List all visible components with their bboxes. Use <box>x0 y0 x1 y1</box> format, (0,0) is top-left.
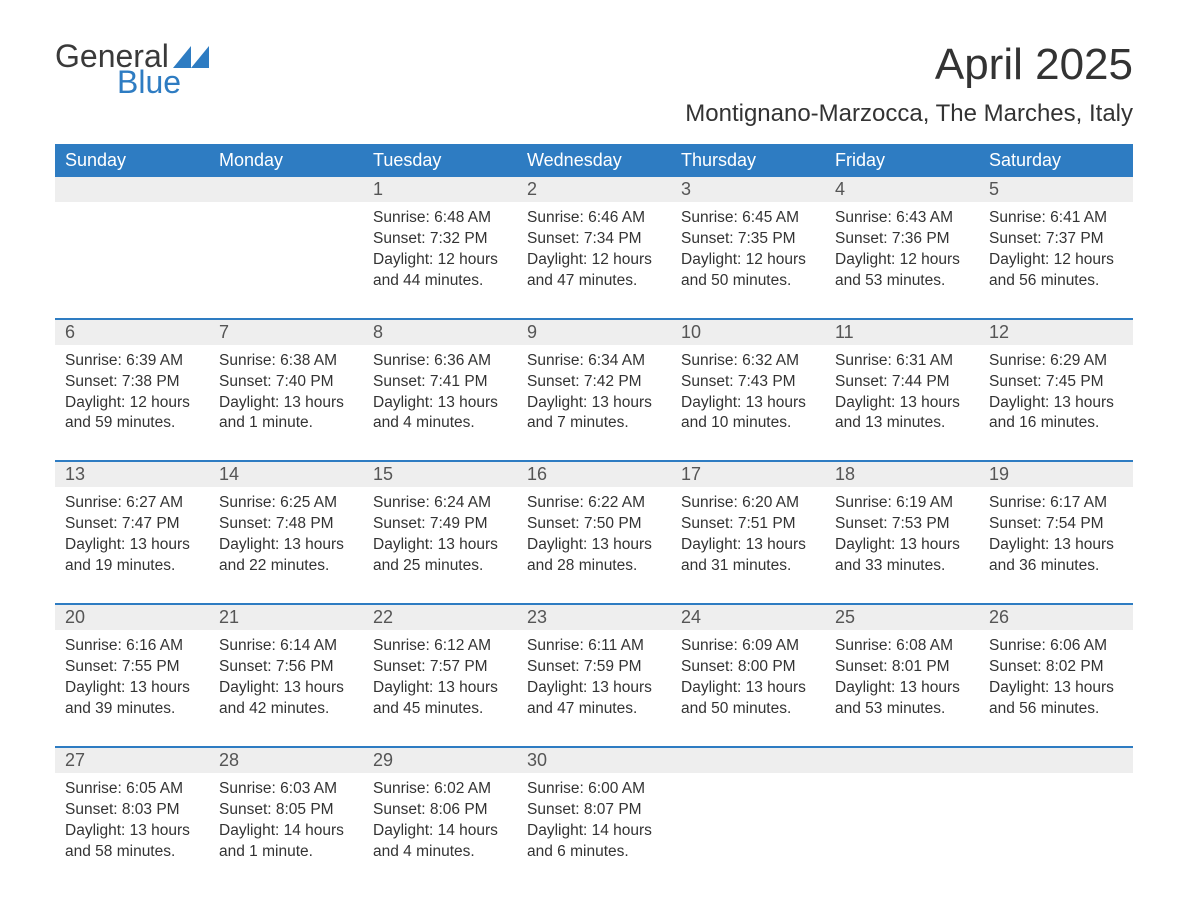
day-number-cell <box>209 177 363 202</box>
day-number-cell <box>671 747 825 773</box>
day-detail-cell: Sunrise: 6:16 AMSunset: 7:55 PMDaylight:… <box>55 630 209 747</box>
day-detail-cell: Sunrise: 6:41 AMSunset: 7:37 PMDaylight:… <box>979 202 1133 319</box>
weekday-header: Sunday <box>55 144 209 177</box>
day-detail-cell: Sunrise: 6:39 AMSunset: 7:38 PMDaylight:… <box>55 345 209 462</box>
day-detail-cell: Sunrise: 6:17 AMSunset: 7:54 PMDaylight:… <box>979 487 1133 604</box>
day-detail-cell: Sunrise: 6:32 AMSunset: 7:43 PMDaylight:… <box>671 345 825 462</box>
day-detail-cell: Sunrise: 6:09 AMSunset: 8:00 PMDaylight:… <box>671 630 825 747</box>
day-number-cell <box>979 747 1133 773</box>
day-number-cell: 24 <box>671 604 825 630</box>
day-detail-cell <box>55 202 209 319</box>
weekday-header: Monday <box>209 144 363 177</box>
day-number-cell: 5 <box>979 177 1133 202</box>
calendar-header: SundayMondayTuesdayWednesdayThursdayFrid… <box>55 144 1133 177</box>
day-detail-cell: Sunrise: 6:12 AMSunset: 7:57 PMDaylight:… <box>363 630 517 747</box>
day-number-cell: 12 <box>979 319 1133 345</box>
day-number-cell: 10 <box>671 319 825 345</box>
logo: General Blue <box>55 40 209 98</box>
day-detail-cell: Sunrise: 6:27 AMSunset: 7:47 PMDaylight:… <box>55 487 209 604</box>
day-detail-cell: Sunrise: 6:08 AMSunset: 8:01 PMDaylight:… <box>825 630 979 747</box>
day-number-row: 20212223242526 <box>55 604 1133 630</box>
day-detail-cell: Sunrise: 6:00 AMSunset: 8:07 PMDaylight:… <box>517 773 671 889</box>
day-detail-cell: Sunrise: 6:14 AMSunset: 7:56 PMDaylight:… <box>209 630 363 747</box>
weekday-header: Tuesday <box>363 144 517 177</box>
day-number-cell: 9 <box>517 319 671 345</box>
day-detail-row: Sunrise: 6:05 AMSunset: 8:03 PMDaylight:… <box>55 773 1133 889</box>
day-detail-cell: Sunrise: 6:48 AMSunset: 7:32 PMDaylight:… <box>363 202 517 319</box>
day-detail-cell: Sunrise: 6:05 AMSunset: 8:03 PMDaylight:… <box>55 773 209 889</box>
day-detail-cell: Sunrise: 6:03 AMSunset: 8:05 PMDaylight:… <box>209 773 363 889</box>
day-detail-cell: Sunrise: 6:20 AMSunset: 7:51 PMDaylight:… <box>671 487 825 604</box>
weekday-header: Wednesday <box>517 144 671 177</box>
logo-word-2: Blue <box>55 66 209 98</box>
day-detail-cell: Sunrise: 6:34 AMSunset: 7:42 PMDaylight:… <box>517 345 671 462</box>
day-number-cell <box>825 747 979 773</box>
day-number-cell: 22 <box>363 604 517 630</box>
day-number-cell: 30 <box>517 747 671 773</box>
weekday-header: Thursday <box>671 144 825 177</box>
day-detail-cell: Sunrise: 6:25 AMSunset: 7:48 PMDaylight:… <box>209 487 363 604</box>
weekday-header: Friday <box>825 144 979 177</box>
day-number-cell: 3 <box>671 177 825 202</box>
day-number-cell: 23 <box>517 604 671 630</box>
day-number-cell: 1 <box>363 177 517 202</box>
day-number-cell: 14 <box>209 461 363 487</box>
day-detail-cell: Sunrise: 6:06 AMSunset: 8:02 PMDaylight:… <box>979 630 1133 747</box>
day-number-cell: 18 <box>825 461 979 487</box>
title-block: April 2025 Montignano-Marzocca, The Marc… <box>685 40 1133 140</box>
day-detail-cell <box>671 773 825 889</box>
location-subtitle: Montignano-Marzocca, The Marches, Italy <box>685 100 1133 128</box>
day-detail-cell: Sunrise: 6:36 AMSunset: 7:41 PMDaylight:… <box>363 345 517 462</box>
day-detail-cell: Sunrise: 6:11 AMSunset: 7:59 PMDaylight:… <box>517 630 671 747</box>
day-detail-cell: Sunrise: 6:19 AMSunset: 7:53 PMDaylight:… <box>825 487 979 604</box>
day-detail-row: Sunrise: 6:27 AMSunset: 7:47 PMDaylight:… <box>55 487 1133 604</box>
day-detail-cell <box>209 202 363 319</box>
day-number-row: 13141516171819 <box>55 461 1133 487</box>
day-detail-cell: Sunrise: 6:24 AMSunset: 7:49 PMDaylight:… <box>363 487 517 604</box>
day-number-cell: 27 <box>55 747 209 773</box>
day-number-cell: 13 <box>55 461 209 487</box>
weekday-header: Saturday <box>979 144 1133 177</box>
day-number-cell: 25 <box>825 604 979 630</box>
day-number-cell: 2 <box>517 177 671 202</box>
day-detail-cell: Sunrise: 6:02 AMSunset: 8:06 PMDaylight:… <box>363 773 517 889</box>
day-number-cell: 28 <box>209 747 363 773</box>
day-number-cell: 19 <box>979 461 1133 487</box>
day-detail-row: Sunrise: 6:39 AMSunset: 7:38 PMDaylight:… <box>55 345 1133 462</box>
day-number-cell: 17 <box>671 461 825 487</box>
day-number-cell: 7 <box>209 319 363 345</box>
page-header: General Blue April 2025 Montignano-Marzo… <box>55 40 1133 140</box>
day-number-cell: 6 <box>55 319 209 345</box>
day-detail-cell: Sunrise: 6:31 AMSunset: 7:44 PMDaylight:… <box>825 345 979 462</box>
day-number-cell <box>55 177 209 202</box>
day-detail-cell: Sunrise: 6:38 AMSunset: 7:40 PMDaylight:… <box>209 345 363 462</box>
day-number-cell: 4 <box>825 177 979 202</box>
day-detail-cell: Sunrise: 6:43 AMSunset: 7:36 PMDaylight:… <box>825 202 979 319</box>
calendar-table: SundayMondayTuesdayWednesdayThursdayFrid… <box>55 144 1133 888</box>
day-number-cell: 15 <box>363 461 517 487</box>
day-number-row: 12345 <box>55 177 1133 202</box>
day-number-row: 27282930 <box>55 747 1133 773</box>
day-detail-row: Sunrise: 6:48 AMSunset: 7:32 PMDaylight:… <box>55 202 1133 319</box>
day-number-cell: 8 <box>363 319 517 345</box>
day-detail-row: Sunrise: 6:16 AMSunset: 7:55 PMDaylight:… <box>55 630 1133 747</box>
month-title: April 2025 <box>685 40 1133 90</box>
day-detail-cell: Sunrise: 6:22 AMSunset: 7:50 PMDaylight:… <box>517 487 671 604</box>
day-detail-cell <box>979 773 1133 889</box>
day-number-row: 6789101112 <box>55 319 1133 345</box>
day-number-cell: 16 <box>517 461 671 487</box>
day-detail-cell: Sunrise: 6:29 AMSunset: 7:45 PMDaylight:… <box>979 345 1133 462</box>
day-detail-cell: Sunrise: 6:46 AMSunset: 7:34 PMDaylight:… <box>517 202 671 319</box>
day-detail-cell <box>825 773 979 889</box>
day-number-cell: 21 <box>209 604 363 630</box>
day-number-cell: 29 <box>363 747 517 773</box>
day-detail-cell: Sunrise: 6:45 AMSunset: 7:35 PMDaylight:… <box>671 202 825 319</box>
day-number-cell: 20 <box>55 604 209 630</box>
day-number-cell: 26 <box>979 604 1133 630</box>
day-number-cell: 11 <box>825 319 979 345</box>
